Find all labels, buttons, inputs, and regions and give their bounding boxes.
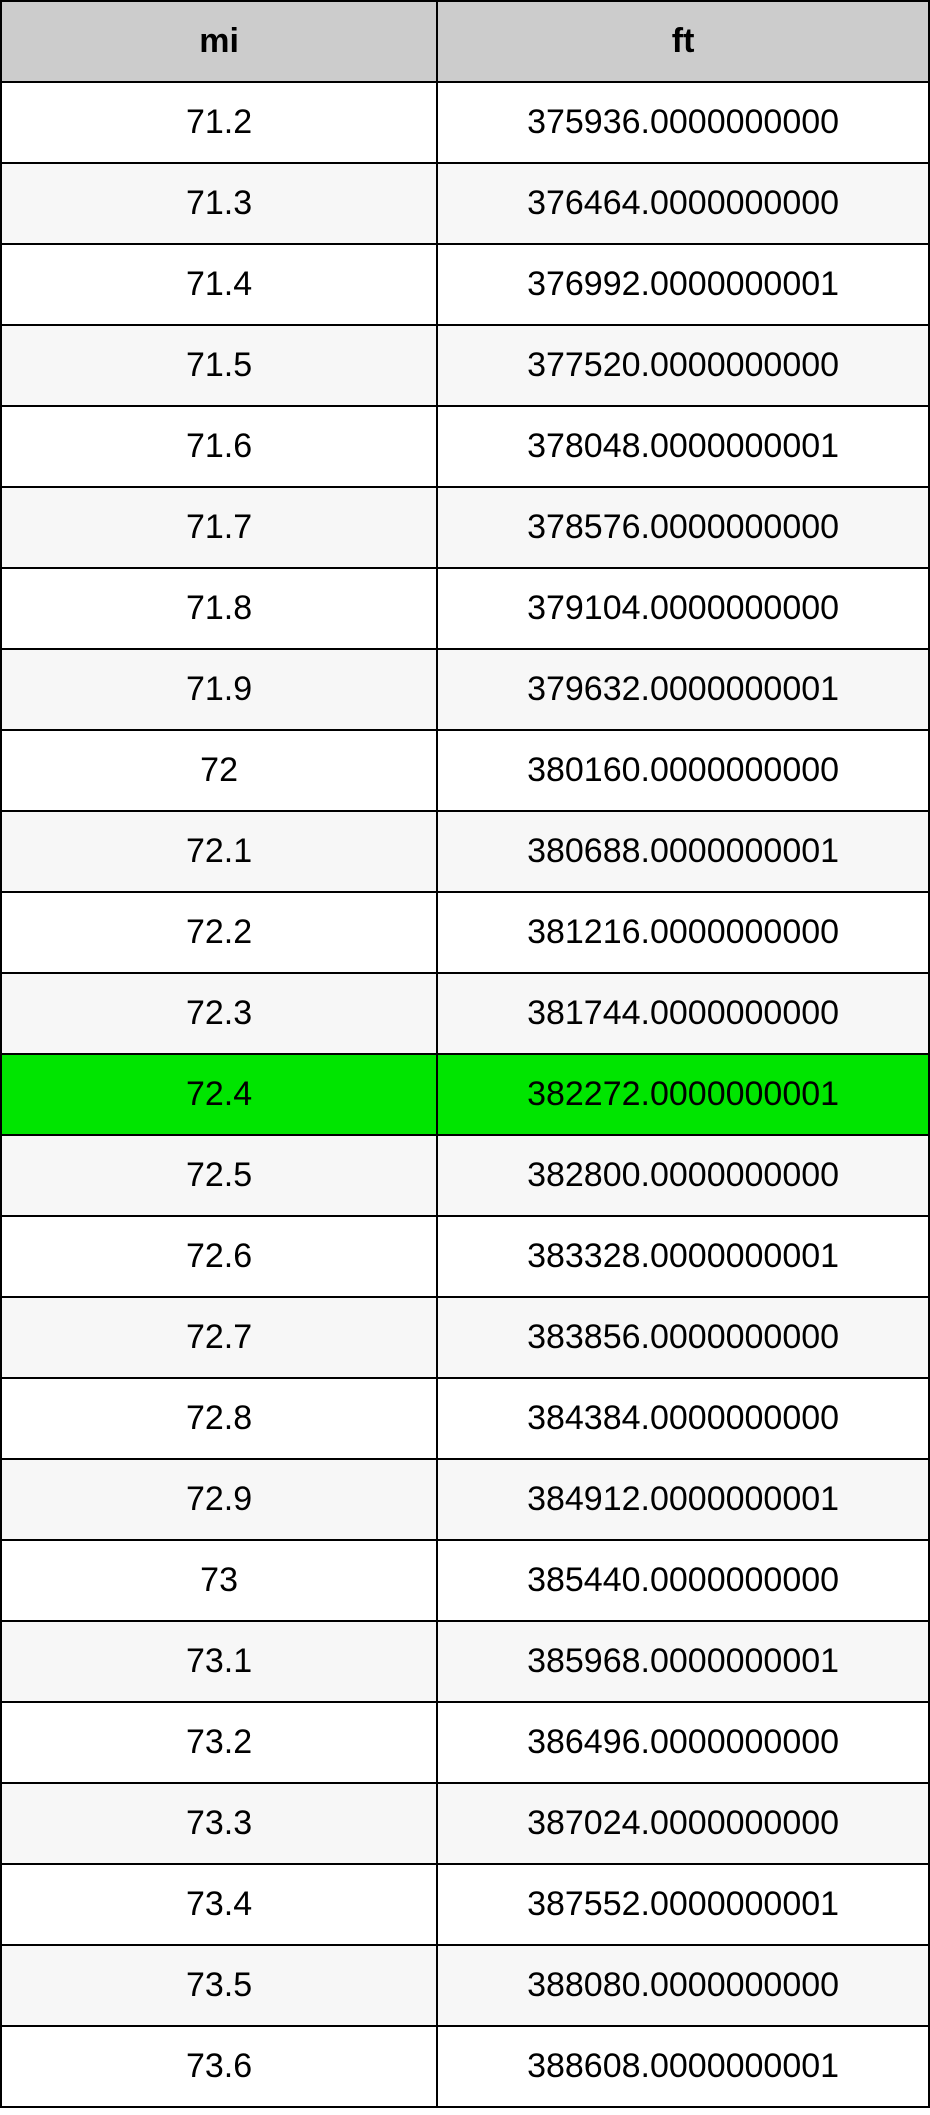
cell-ft: 380160.0000000000: [437, 730, 929, 811]
cell-ft: 384912.0000000001: [437, 1459, 929, 1540]
column-header-mi: mi: [1, 1, 437, 82]
table-body: 71.2 375936.0000000000 71.3 376464.00000…: [1, 82, 929, 2107]
cell-ft: 383328.0000000001: [437, 1216, 929, 1297]
cell-mi: 72.6: [1, 1216, 437, 1297]
cell-ft: 387552.0000000001: [437, 1864, 929, 1945]
cell-ft: 375936.0000000000: [437, 82, 929, 163]
conversion-table: mi ft 71.2 375936.0000000000 71.3 376464…: [0, 0, 930, 2108]
table-row: 73.6 388608.0000000001: [1, 2026, 929, 2107]
cell-mi: 71.8: [1, 568, 437, 649]
cell-mi: 71.5: [1, 325, 437, 406]
cell-mi: 72.7: [1, 1297, 437, 1378]
cell-mi: 72.8: [1, 1378, 437, 1459]
cell-mi: 71.4: [1, 244, 437, 325]
cell-ft: 387024.0000000000: [437, 1783, 929, 1864]
table-row-highlighted: 72.4 382272.0000000001: [1, 1054, 929, 1135]
cell-ft: 384384.0000000000: [437, 1378, 929, 1459]
table-row: 71.7 378576.0000000000: [1, 487, 929, 568]
cell-mi: 72.5: [1, 1135, 437, 1216]
table-row: 72.9 384912.0000000001: [1, 1459, 929, 1540]
table-row: 71.2 375936.0000000000: [1, 82, 929, 163]
table-row: 73 385440.0000000000: [1, 1540, 929, 1621]
cell-mi: 72: [1, 730, 437, 811]
table-row: 71.4 376992.0000000001: [1, 244, 929, 325]
cell-mi: 73.5: [1, 1945, 437, 2026]
table-row: 72 380160.0000000000: [1, 730, 929, 811]
table-row: 71.3 376464.0000000000: [1, 163, 929, 244]
cell-mi: 73.6: [1, 2026, 437, 2107]
table-row: 72.1 380688.0000000001: [1, 811, 929, 892]
table-header-row: mi ft: [1, 1, 929, 82]
cell-mi: 73.1: [1, 1621, 437, 1702]
cell-mi: 71.2: [1, 82, 437, 163]
table-row: 72.6 383328.0000000001: [1, 1216, 929, 1297]
table-row: 73.5 388080.0000000000: [1, 1945, 929, 2026]
cell-mi: 72.9: [1, 1459, 437, 1540]
cell-ft: 381744.0000000000: [437, 973, 929, 1054]
table-row: 73.4 387552.0000000001: [1, 1864, 929, 1945]
table-row: 72.8 384384.0000000000: [1, 1378, 929, 1459]
cell-mi: 73.4: [1, 1864, 437, 1945]
cell-mi: 73: [1, 1540, 437, 1621]
table-row: 73.1 385968.0000000001: [1, 1621, 929, 1702]
cell-mi: 71.6: [1, 406, 437, 487]
cell-mi: 71.3: [1, 163, 437, 244]
cell-ft: 378048.0000000001: [437, 406, 929, 487]
cell-ft: 381216.0000000000: [437, 892, 929, 973]
table-row: 72.5 382800.0000000000: [1, 1135, 929, 1216]
cell-ft: 383856.0000000000: [437, 1297, 929, 1378]
cell-mi: 73.2: [1, 1702, 437, 1783]
cell-ft: 378576.0000000000: [437, 487, 929, 568]
cell-mi: 73.3: [1, 1783, 437, 1864]
table-row: 73.2 386496.0000000000: [1, 1702, 929, 1783]
cell-ft: 382800.0000000000: [437, 1135, 929, 1216]
column-header-ft: ft: [437, 1, 929, 82]
cell-ft: 377520.0000000000: [437, 325, 929, 406]
cell-mi: 72.3: [1, 973, 437, 1054]
cell-ft: 382272.0000000001: [437, 1054, 929, 1135]
cell-mi: 72.4: [1, 1054, 437, 1135]
table-row: 73.3 387024.0000000000: [1, 1783, 929, 1864]
cell-mi: 71.7: [1, 487, 437, 568]
cell-ft: 385440.0000000000: [437, 1540, 929, 1621]
cell-ft: 376464.0000000000: [437, 163, 929, 244]
table-row: 71.9 379632.0000000001: [1, 649, 929, 730]
table-row: 71.6 378048.0000000001: [1, 406, 929, 487]
cell-ft: 388080.0000000000: [437, 1945, 929, 2026]
cell-ft: 379632.0000000001: [437, 649, 929, 730]
cell-ft: 376992.0000000001: [437, 244, 929, 325]
table-row: 71.8 379104.0000000000: [1, 568, 929, 649]
cell-ft: 385968.0000000001: [437, 1621, 929, 1702]
cell-ft: 379104.0000000000: [437, 568, 929, 649]
cell-mi: 72.1: [1, 811, 437, 892]
table-row: 72.2 381216.0000000000: [1, 892, 929, 973]
table-row: 72.7 383856.0000000000: [1, 1297, 929, 1378]
cell-ft: 380688.0000000001: [437, 811, 929, 892]
table-row: 72.3 381744.0000000000: [1, 973, 929, 1054]
cell-ft: 388608.0000000001: [437, 2026, 929, 2107]
cell-ft: 386496.0000000000: [437, 1702, 929, 1783]
table-row: 71.5 377520.0000000000: [1, 325, 929, 406]
cell-mi: 71.9: [1, 649, 437, 730]
cell-mi: 72.2: [1, 892, 437, 973]
